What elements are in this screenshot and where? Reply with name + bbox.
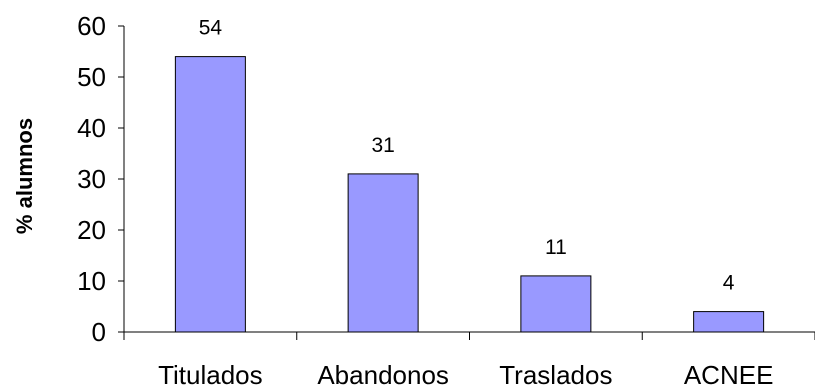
y-tick-label: 20 — [77, 215, 106, 245]
y-tick-label: 30 — [77, 164, 106, 194]
x-category-label: Titulados — [158, 360, 263, 389]
data-label: 31 — [371, 134, 394, 157]
bar-abandonos — [347, 173, 419, 333]
x-category-label: Abandonos — [317, 360, 449, 389]
bar-titulados — [174, 56, 246, 333]
data-label: 54 — [199, 17, 223, 40]
data-label: 4 — [723, 272, 735, 295]
x-category-label: Traslados — [499, 360, 612, 389]
bar-traslados — [520, 275, 592, 333]
y-tick-label: 0 — [92, 317, 106, 347]
y-axis-ticks: 0 10 20 30 40 50 60 — [77, 11, 124, 347]
y-tick-label: 60 — [77, 11, 106, 41]
data-labels: 54 31 11 4 — [199, 17, 735, 295]
y-tick-label: 40 — [77, 113, 106, 143]
bars — [174, 56, 765, 333]
x-category-label: ACNEE — [684, 360, 774, 389]
data-label: 11 — [545, 236, 567, 259]
x-axis-labels: Titulados Abandonos Traslados ACNEE — [158, 360, 773, 389]
y-tick-label: 50 — [77, 62, 106, 92]
y-axis-title: % alumnos — [12, 118, 37, 234]
bar-acnee — [693, 311, 765, 333]
y-tick-label: 10 — [77, 266, 106, 296]
